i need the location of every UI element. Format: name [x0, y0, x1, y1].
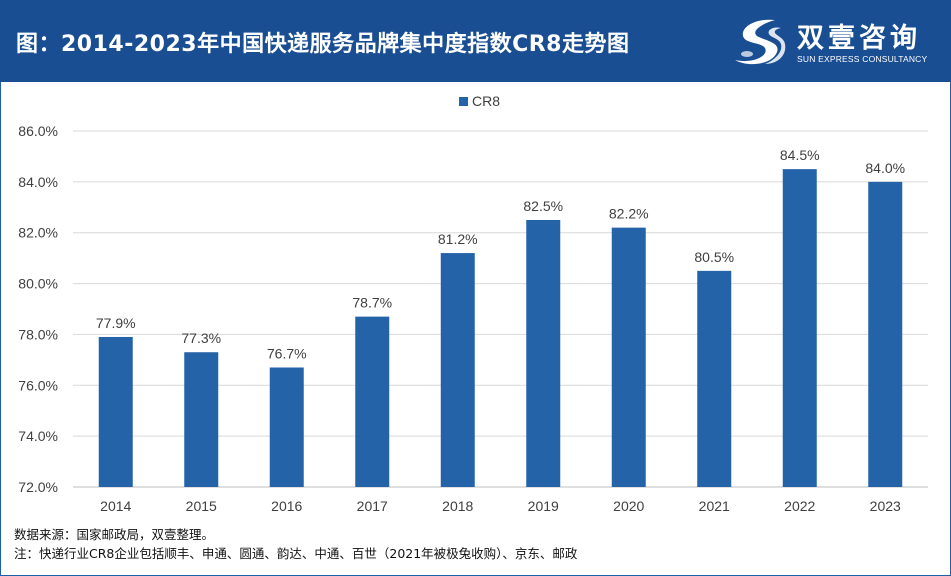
x-tick-label: 2016: [271, 498, 302, 514]
page-title: 图：2014-2023年中国快递服务品牌集中度指数CR8走势图: [16, 32, 630, 57]
brand-logo: 双壹咨询 SUN EXPRESS CONSULTANCY: [727, 12, 942, 72]
header-bar: 图：2014-2023年中国快递服务品牌集中度指数CR8走势图 双壹咨询 SUN…: [0, 0, 951, 82]
y-tick-label: 78.0%: [18, 326, 58, 342]
data-label: 82.5%: [523, 198, 563, 214]
x-tick-label: 2023: [870, 498, 901, 514]
y-tick-label: 80.0%: [18, 276, 58, 292]
data-label: 84.0%: [865, 160, 905, 176]
x-tick-label: 2019: [528, 498, 559, 514]
chart-footer: 数据来源：国家邮政局，双壹整理。 注：快递行业CR8企业包括顺丰、申通、圆通、韵…: [14, 525, 577, 563]
legend-label: CR8: [472, 93, 500, 109]
data-source-note: 数据来源：国家邮政局，双壹整理。: [14, 527, 215, 542]
bar: [697, 270, 732, 487]
data-label: 77.9%: [96, 315, 136, 331]
x-tick-label: 2020: [613, 498, 644, 514]
bar: [98, 336, 133, 487]
bar: [611, 227, 646, 487]
y-tick-label: 82.0%: [18, 225, 58, 241]
y-tick-label: 76.0%: [18, 377, 58, 393]
x-tick-label: 2017: [357, 498, 388, 514]
y-tick-label: 86.0%: [18, 123, 58, 139]
bar: [184, 352, 219, 487]
data-label: 80.5%: [694, 249, 734, 265]
data-label: 82.2%: [609, 206, 649, 222]
bar: [868, 181, 903, 487]
bar: [782, 169, 817, 487]
y-tick-label: 84.0%: [18, 174, 58, 190]
data-label: 84.5%: [780, 147, 820, 163]
y-tick-label: 74.0%: [18, 428, 58, 444]
x-tick-label: 2015: [186, 498, 217, 514]
x-tick-label: 2022: [784, 498, 815, 514]
x-tick-label: 2018: [442, 498, 473, 514]
data-label: 77.3%: [181, 330, 221, 346]
data-label: 78.7%: [352, 295, 392, 311]
brand-subtitle: SUN EXPRESS CONSULTANCY: [797, 54, 928, 64]
stylized-s-swoosh-icon: [735, 19, 786, 65]
bar: [440, 253, 475, 487]
bar-chart: 72.0% 74.0% 76.0% 78.0% 80.0% 82.0% 84.0% 86.0%…: [18, 93, 928, 514]
data-label: 76.7%: [267, 345, 307, 361]
legend-swatch: [459, 97, 468, 106]
x-tick-label: 2014: [100, 498, 131, 514]
x-tick-label: 2021: [699, 498, 730, 514]
y-tick-label: 72.0%: [18, 479, 58, 495]
bar: [526, 220, 561, 487]
bar: [355, 316, 390, 487]
cr8-companies-note: 注：快递行业CR8企业包括顺丰、申通、圆通、韵达、中通、百世（2021年被极兔收…: [14, 546, 578, 561]
bar: [269, 367, 304, 487]
brand-name: 双壹咨询: [797, 23, 921, 54]
data-label: 81.2%: [438, 231, 478, 247]
